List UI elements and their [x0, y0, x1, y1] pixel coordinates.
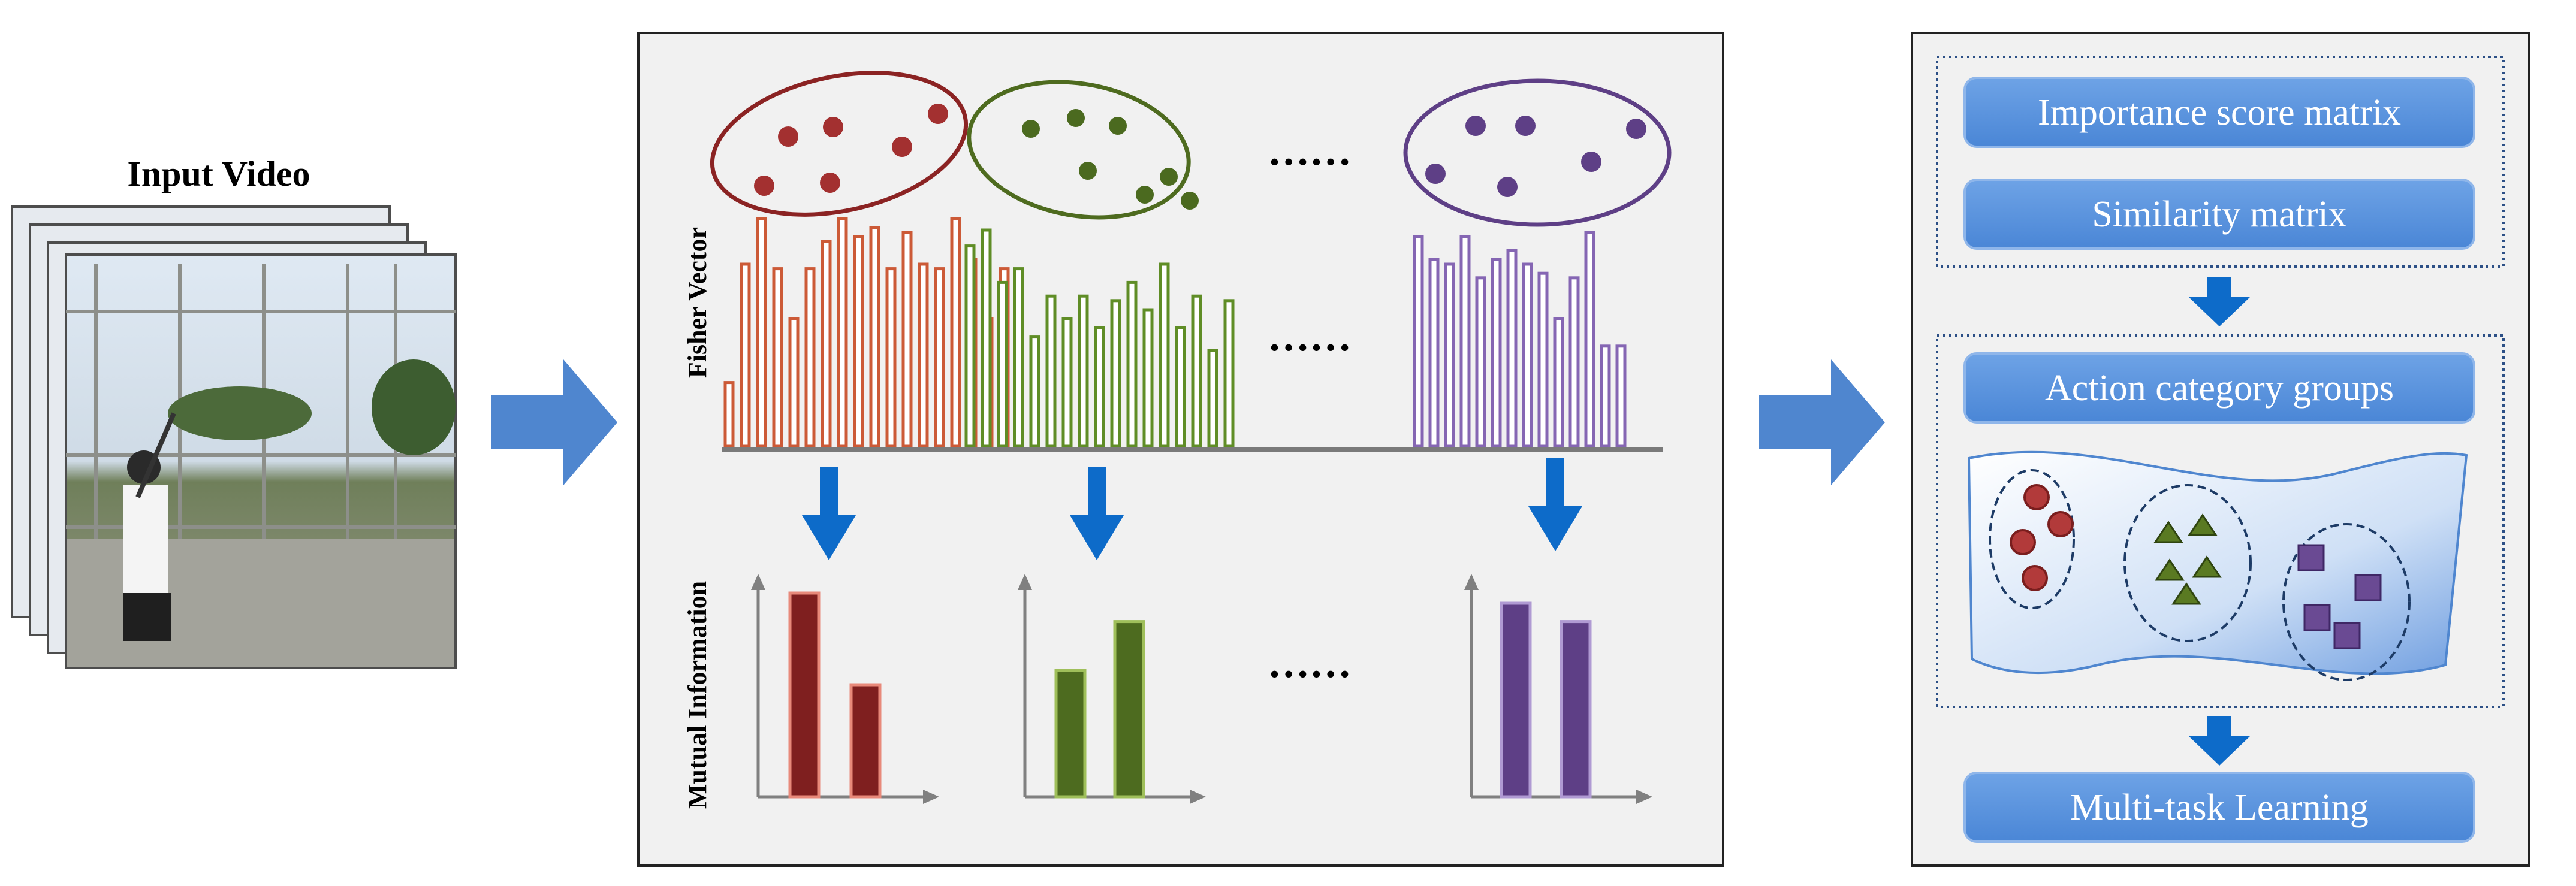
cluster-purple [1403, 78, 1672, 227]
mutual-information-label: Mutual Information [683, 581, 712, 809]
similarity-matrix-button[interactable]: Similarity matrix [1963, 179, 2475, 250]
fisher-bar-green [1110, 299, 1121, 448]
ellipsis-clusters: …… [1268, 128, 1352, 174]
fisher-bar-green [1191, 294, 1202, 448]
fisher-bar-purple [1553, 317, 1564, 448]
ellipsis-fisher: …… [1268, 314, 1352, 360]
category-group-circles [1989, 469, 2075, 609]
action-category-groups-button[interactable]: Action category groups [1963, 352, 2475, 424]
down-arrows-middle [802, 458, 1582, 560]
mi-axes-green [1018, 574, 1206, 804]
fisher-bar-orange [918, 262, 929, 448]
category-group-triangles [2123, 484, 2252, 642]
category-wave-panel [1967, 450, 2468, 675]
fisher-bar-purple [1584, 231, 1595, 448]
arrow-right-2 [1759, 359, 1885, 485]
fisher-bar-purple [1459, 235, 1471, 448]
fisher-bar-green [1126, 280, 1138, 448]
arrow-right-1 [491, 359, 617, 485]
fisher-bar-green [1094, 326, 1105, 448]
fisher-bar-orange [950, 217, 961, 448]
fisher-bar-green [1159, 262, 1170, 448]
fisher-bar-orange [756, 217, 767, 448]
fisher-bar-green [1078, 294, 1089, 448]
fisher-bar-purple [1413, 235, 1424, 448]
fisher-bar-orange [853, 235, 864, 448]
fisher-bar-purple [1491, 258, 1502, 448]
fisher-bar-green [1175, 326, 1186, 448]
fisher-bar-purple [1522, 262, 1533, 448]
fisher-bar-purple [1537, 271, 1549, 448]
fisher-bar-orange [788, 317, 800, 448]
category-group-squares [2282, 523, 2411, 681]
mi-bar-purple [1560, 620, 1592, 799]
fisher-bar-green [981, 228, 992, 448]
fisher-vector-bars [723, 217, 1627, 448]
matrices-group [1936, 56, 2505, 268]
multitask-panel: Importance score matrix Similarity matri… [1911, 32, 2530, 867]
fisher-bar-green [1142, 308, 1154, 448]
fisher-bar-green [964, 244, 976, 448]
fisher-vector-label: Fisher Vector [683, 227, 712, 378]
action-groups-container [1936, 334, 2505, 708]
fisher-bar-green [1029, 335, 1040, 448]
batter-figure [123, 412, 176, 641]
fisher-bar-orange [934, 267, 945, 448]
multi-task-learning-button[interactable]: Multi-task Learning [1963, 772, 2475, 843]
fisher-bar-orange [740, 262, 751, 448]
down-arrow-right-1 [2188, 277, 2251, 326]
mutual-information-charts [751, 574, 1652, 804]
down-arrow-2 [1070, 467, 1124, 560]
fisher-bar-orange [804, 267, 816, 448]
fisher-bar-purple [1428, 258, 1440, 448]
fisher-bar-purple [1600, 344, 1611, 448]
down-arrow-1 [802, 467, 856, 560]
fisher-bar-orange [723, 381, 735, 448]
fisher-bar-purple [1506, 249, 1518, 448]
fisher-bar-orange [837, 217, 848, 448]
fisher-bar-orange [885, 267, 897, 448]
fisher-bar-purple [1444, 262, 1455, 448]
multi-task-learning-label: Multi-task Learning [2070, 787, 2369, 828]
fisher-bar-green [1207, 349, 1218, 448]
fisher-bar-orange [772, 267, 783, 448]
down-arrow-right-2 [2188, 716, 2251, 766]
fisher-bar-orange [869, 226, 880, 448]
video-frame-stack [11, 205, 457, 669]
fisher-bar-purple [1475, 276, 1486, 448]
fisher-bar-green [997, 280, 1008, 448]
fisher-bar-green [1223, 299, 1235, 448]
fisher-bar-purple [1615, 344, 1627, 448]
fisher-bar-green [1013, 267, 1024, 448]
input-video-title: Input Video [127, 154, 310, 193]
importance-score-label: Importance score matrix [2038, 92, 2401, 133]
importance-score-button[interactable]: Importance score matrix [1963, 77, 2475, 148]
mi-bar-green [1113, 620, 1145, 799]
mi-bar-purple [1500, 601, 1532, 799]
fisher-bar-purple [1568, 276, 1580, 448]
cluster-green [967, 80, 1199, 220]
mi-bar-red [788, 591, 821, 799]
fisher-mi-panel: …… Fisher Vector …… Mutual Information …… [637, 32, 1724, 867]
fisher-bar-green [1045, 294, 1057, 448]
down-arrow-3 [1528, 458, 1582, 551]
mi-bar-green [1054, 669, 1087, 799]
fisher-bar-orange [821, 240, 832, 448]
input-video: Input Video [11, 154, 457, 669]
fisher-bar-orange [901, 231, 913, 448]
fisher-bar-green [1061, 317, 1073, 448]
similarity-matrix-label: Similarity matrix [2092, 194, 2346, 235]
mi-axes-red [751, 574, 939, 804]
mi-bar-red [849, 683, 882, 799]
ellipsis-mi: …… [1268, 640, 1352, 687]
action-category-groups-label: Action category groups [2045, 368, 2394, 409]
cluster-red [710, 71, 969, 217]
